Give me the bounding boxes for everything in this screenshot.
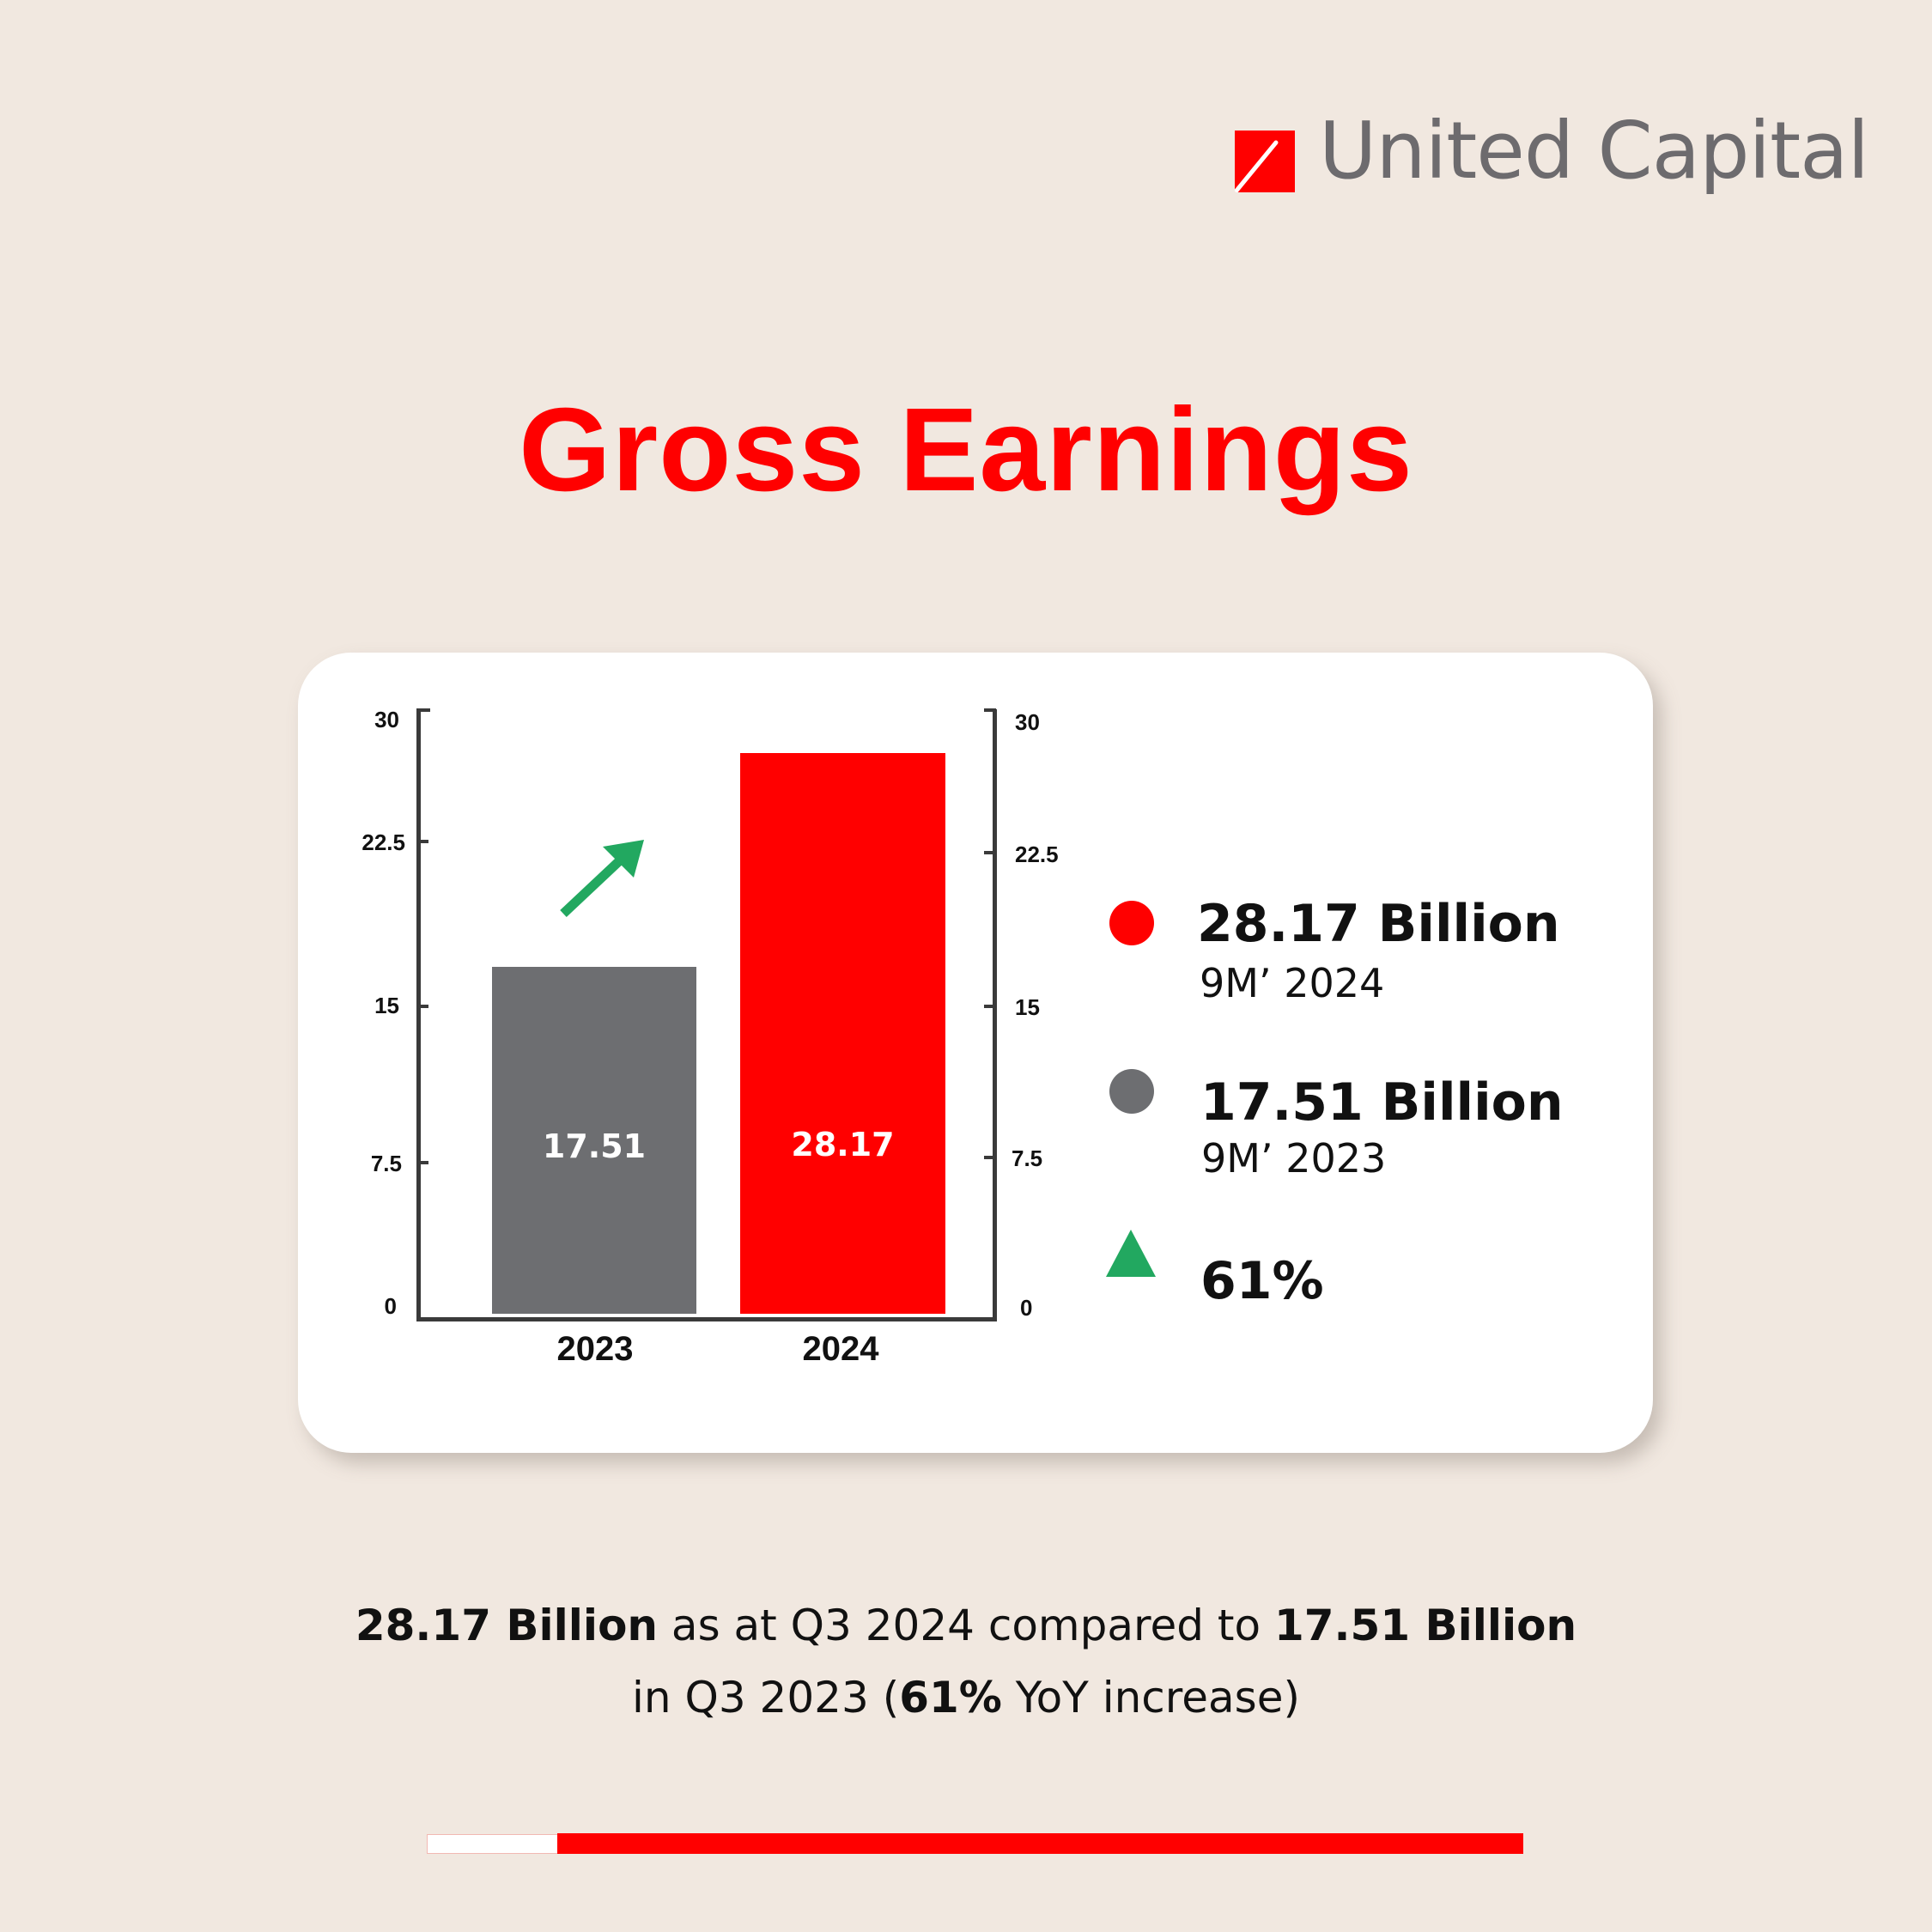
left-tick-label-15: 15 [374,993,399,1018]
logo-icon [1235,131,1295,192]
right-tick-label-30: 30 [1015,709,1040,735]
legend-dot-2024 [1109,901,1154,945]
right-tick-15 [984,1005,996,1008]
summary-previous-value: 17.51 Billion [1273,1601,1577,1650]
legend-percent-increase: 61% [1200,1251,1324,1311]
legend-dot-2023 [1109,1069,1154,1114]
summary-percent: 61% [899,1673,1002,1722]
bar-2024-value-label: 28.17 [791,1126,895,1163]
right-y-axis [993,709,997,1321]
bar-2023 [492,967,696,1314]
right-tick-label-7-5: 7.5 [1012,1145,1043,1171]
trend-up-arrow-icon [550,824,653,927]
bar-2024 [740,753,945,1314]
legend-period-2023: 9M’ 2023 [1201,1135,1387,1182]
page-title: Gross Earnings [519,384,1413,516]
left-tick-15 [416,1005,428,1008]
left-tick-22-5 [416,840,428,843]
left-axis-top-cap [416,708,430,712]
bar-2023-value-label: 17.51 [542,1127,647,1165]
progress-fill [557,1833,1523,1854]
summary-text-3: YoY increase) [1001,1673,1300,1722]
summary-line-1: 28.17 Billion as at Q3 2024 compared to … [0,1604,1932,1647]
right-tick-label-15: 15 [1015,994,1040,1020]
legend-value-2023: 17.51 Billion [1200,1072,1564,1133]
x-axis [416,1317,997,1321]
summary-text-2: in Q3 2023 ( [632,1673,900,1722]
legend-value-2024: 28.17 Billion [1197,894,1560,954]
right-tick-label-22-5: 22.5 [1015,841,1059,867]
left-y-axis [416,709,421,1321]
right-tick-label-0: 0 [1020,1295,1033,1321]
left-tick-label-0: 0 [384,1293,397,1319]
increase-triangle-icon [1106,1230,1156,1277]
right-tick-7-5 [984,1156,996,1159]
left-tick-label-30: 30 [374,707,399,732]
left-tick-7-5 [416,1161,428,1164]
summary-line-2: in Q3 2023 (61% YoY increase) [0,1676,1932,1719]
brand-name: United Capital [1319,105,1869,197]
right-tick-22-5 [984,851,996,854]
summary-text-1: as at Q3 2024 compared to [658,1601,1274,1650]
summary-current-value: 28.17 Billion [355,1601,659,1650]
x-label-2024: 2024 [802,1330,879,1368]
right-axis-top-cap [984,708,996,712]
left-tick-label-7-5: 7.5 [370,1151,402,1176]
x-label-2023: 2023 [556,1330,634,1368]
legend-period-2024: 9M’ 2024 [1200,960,1385,1006]
left-tick-label-22-5: 22.5 [361,829,405,855]
